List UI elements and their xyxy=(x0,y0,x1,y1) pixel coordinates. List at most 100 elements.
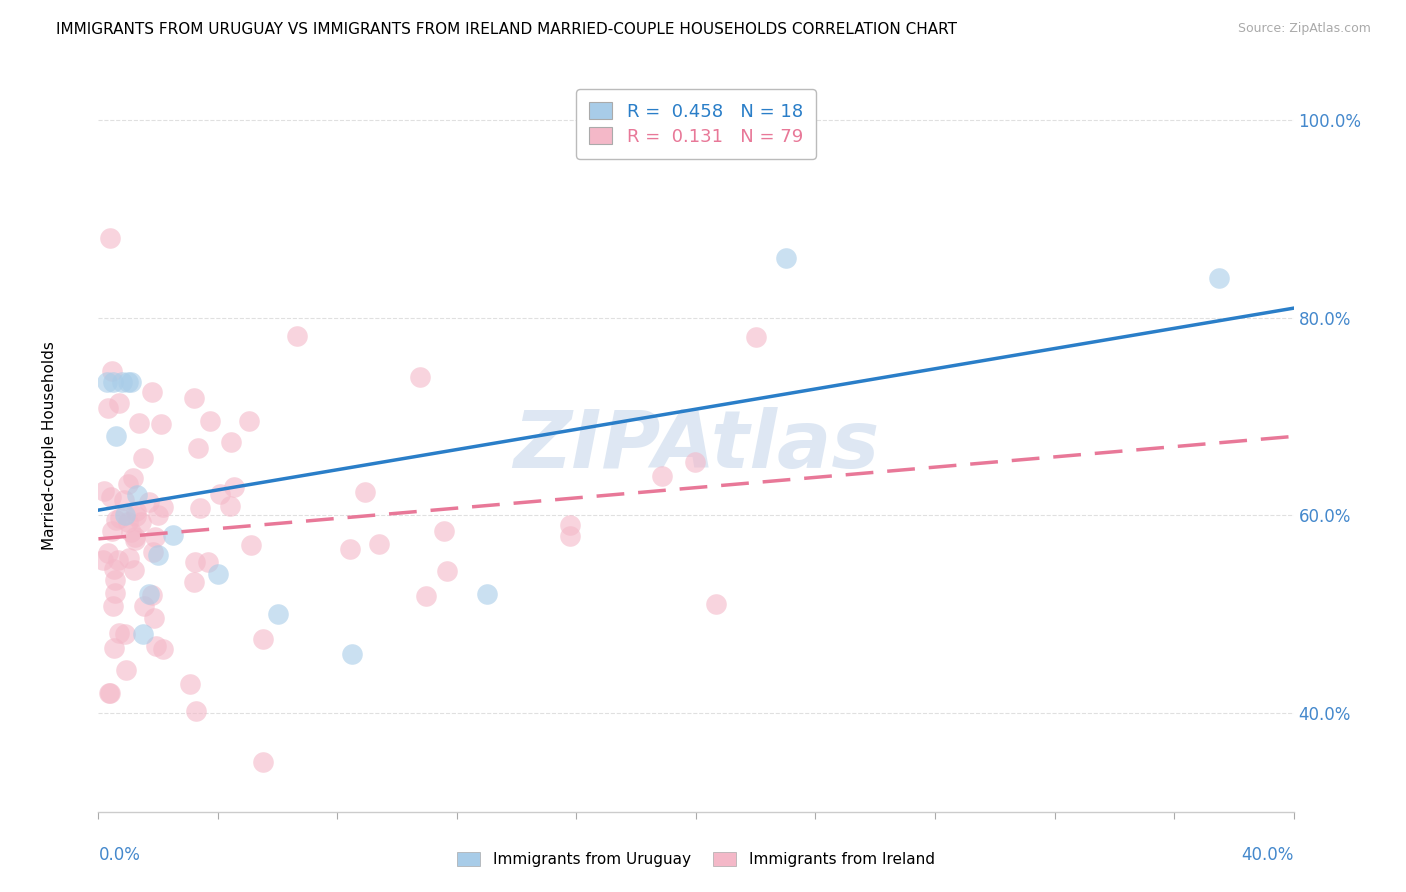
Point xyxy=(651,469,673,483)
Point xyxy=(238,415,260,429)
Point xyxy=(436,564,458,578)
Point xyxy=(114,627,136,641)
Point xyxy=(103,562,125,576)
Point xyxy=(132,627,155,641)
Text: IMMIGRANTS FROM URUGUAY VS IMMIGRANTS FROM IRELAND MARRIED-COUPLE HOUSEHOLDS COR: IMMIGRANTS FROM URUGUAY VS IMMIGRANTS FR… xyxy=(56,22,957,37)
Point xyxy=(187,442,209,456)
Point xyxy=(110,510,132,524)
Text: Married-couple Households: Married-couple Households xyxy=(42,342,56,550)
Point xyxy=(114,508,136,523)
Point xyxy=(197,555,219,569)
Point xyxy=(141,384,163,399)
Point xyxy=(339,541,361,556)
Point xyxy=(118,551,141,566)
Point xyxy=(183,556,205,570)
Point xyxy=(152,500,174,514)
Point xyxy=(100,686,122,700)
Point xyxy=(475,587,498,601)
Point xyxy=(146,508,169,522)
Point xyxy=(408,369,430,384)
Point xyxy=(145,640,167,654)
Point xyxy=(103,375,125,389)
Point xyxy=(138,494,160,508)
Point xyxy=(97,545,120,559)
Point xyxy=(101,599,124,614)
Legend: Immigrants from Uruguay, Immigrants from Ireland: Immigrants from Uruguay, Immigrants from… xyxy=(451,847,941,873)
Point xyxy=(101,364,124,378)
Point xyxy=(415,589,437,603)
Point xyxy=(117,516,139,530)
Point xyxy=(105,429,128,443)
Point xyxy=(219,434,242,449)
Point xyxy=(122,470,145,484)
Point xyxy=(184,704,207,718)
Point xyxy=(120,375,142,389)
Point xyxy=(117,375,139,389)
Point xyxy=(98,686,121,700)
Point xyxy=(239,538,262,552)
Point xyxy=(125,509,148,524)
Point xyxy=(96,375,118,389)
Point xyxy=(1208,271,1230,285)
Point xyxy=(150,417,173,432)
Point xyxy=(188,500,211,515)
Point xyxy=(198,414,221,428)
Point xyxy=(125,504,148,518)
Point xyxy=(122,563,145,577)
Point xyxy=(218,499,240,513)
Point xyxy=(152,641,174,656)
Point xyxy=(117,476,139,491)
Point xyxy=(141,588,163,602)
Point xyxy=(101,524,124,539)
Point xyxy=(208,487,231,501)
Point xyxy=(143,611,166,625)
Point xyxy=(98,231,122,245)
Point xyxy=(131,516,153,530)
Point xyxy=(124,533,146,547)
Point xyxy=(558,529,581,543)
Text: ZIPAtlas: ZIPAtlas xyxy=(513,407,879,485)
Point xyxy=(433,524,456,538)
Point xyxy=(104,513,127,527)
Point xyxy=(207,567,229,582)
Point xyxy=(111,375,134,389)
Point xyxy=(112,493,135,508)
Point xyxy=(114,663,136,677)
Point xyxy=(120,524,142,539)
Point xyxy=(132,599,155,613)
Point xyxy=(342,647,364,661)
Point xyxy=(107,626,129,640)
Point xyxy=(745,330,768,344)
Point xyxy=(107,396,129,410)
Point xyxy=(148,548,170,562)
Point xyxy=(142,545,165,559)
Point xyxy=(143,531,166,545)
Point xyxy=(127,488,149,502)
Point xyxy=(100,490,122,504)
Point xyxy=(93,483,115,498)
Point xyxy=(162,528,184,542)
Text: 0.0%: 0.0% xyxy=(98,847,141,864)
Point xyxy=(103,586,125,600)
Point xyxy=(354,485,377,500)
Point xyxy=(285,329,308,343)
Point xyxy=(124,530,146,544)
Text: Source: ZipAtlas.com: Source: ZipAtlas.com xyxy=(1237,22,1371,36)
Point xyxy=(103,640,125,655)
Point xyxy=(104,573,127,587)
Point xyxy=(683,455,706,469)
Point xyxy=(132,450,155,465)
Point xyxy=(368,537,391,551)
Point xyxy=(91,553,114,567)
Point xyxy=(128,416,150,430)
Point xyxy=(138,587,160,601)
Point xyxy=(107,553,129,567)
Point xyxy=(267,607,290,621)
Point xyxy=(97,401,120,416)
Point xyxy=(224,480,246,494)
Text: 40.0%: 40.0% xyxy=(1241,847,1294,864)
Point xyxy=(179,677,201,691)
Point xyxy=(183,392,205,406)
Point xyxy=(558,517,581,532)
Point xyxy=(183,575,205,590)
